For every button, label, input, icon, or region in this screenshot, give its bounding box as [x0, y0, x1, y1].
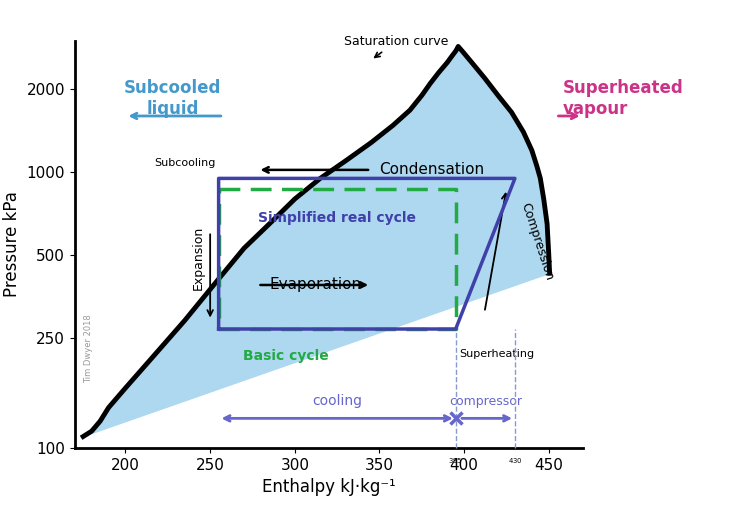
Text: cooling: cooling [312, 393, 362, 408]
Text: Superheated
vapour: Superheated vapour [562, 79, 683, 118]
Text: Tim Dwyer 2018: Tim Dwyer 2018 [84, 314, 93, 383]
Polygon shape [83, 46, 550, 437]
X-axis label: Enthalpy kJ·kg⁻¹: Enthalpy kJ·kg⁻¹ [261, 478, 396, 496]
Y-axis label: Pressure kPa: Pressure kPa [3, 191, 21, 297]
Text: Saturation curve: Saturation curve [344, 35, 449, 58]
Text: Simplified real cycle: Simplified real cycle [258, 211, 416, 225]
Text: Evaporation: Evaporation [270, 277, 362, 293]
Text: Subcooled
liquid: Subcooled liquid [124, 79, 222, 118]
Text: $^{395}$: $^{395}$ [448, 458, 463, 468]
Text: $^{430}$: $^{430}$ [508, 458, 522, 468]
Text: Subcooling: Subcooling [154, 158, 215, 168]
Text: Condensation: Condensation [379, 162, 485, 177]
Text: Basic cycle: Basic cycle [244, 349, 329, 363]
Text: Compression: Compression [518, 201, 556, 282]
Text: Expansion: Expansion [192, 225, 205, 290]
Text: Superheating: Superheating [459, 349, 534, 358]
Text: compressor: compressor [450, 394, 523, 408]
